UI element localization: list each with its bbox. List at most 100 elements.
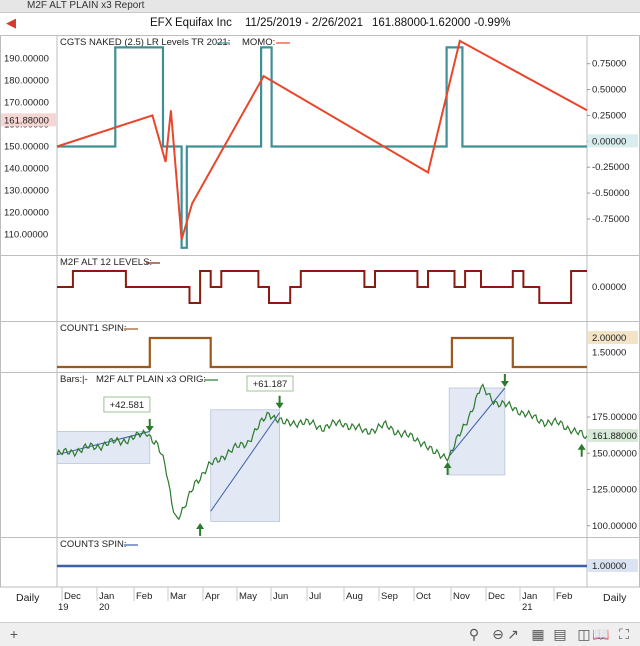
company-name: Equifax Inc (175, 17, 232, 29)
panel3-value-tag (588, 331, 638, 344)
panel3-right-tick-15: 1.50000 (592, 348, 626, 359)
date-range: 11/25/2019 - 2/26/2021 (245, 17, 364, 29)
panel-frame (0, 255, 640, 322)
panel1-teal-series (57, 46, 587, 249)
sell-arrow-head (275, 402, 284, 409)
x-axis-month: Sep (381, 591, 398, 602)
panel1-zero-tag-label: 0.00000 (592, 136, 626, 147)
panel4-price-tag-label: 161.88000 (592, 431, 637, 442)
annotation-label: +61.187 (253, 379, 288, 390)
buy-arrow-head (196, 522, 205, 529)
x-axis-year: 19 (58, 602, 69, 613)
panel1-left-tick: 140.00000 (4, 164, 49, 175)
chart-area[interactable]: CGTS NAKED (2.5) LR Levels TR 2021: MOMO:… (0, 35, 640, 622)
panel1-legend-momo: MOMO: (242, 37, 275, 48)
panel3-title: COUNT1 SPIN: (60, 323, 127, 334)
sell-arrow-head (145, 425, 154, 432)
price-change: -1.62000 (425, 17, 471, 29)
panel4-right-tick: 175.00000 (592, 412, 637, 423)
x-axis-month: Aug (346, 591, 363, 602)
panel4-right-tick: 100.00000 (592, 521, 637, 532)
expand-icon[interactable]: ⛶ (619, 626, 629, 642)
x-axis-year: 21 (522, 602, 533, 613)
zoom-icon[interactable]: ⚲ (468, 626, 480, 642)
x-axis-month: Feb (136, 591, 152, 602)
panel4-title: Bars: (60, 374, 82, 385)
ticker: EFX (150, 17, 173, 29)
x-axis-year: 20 (99, 602, 110, 613)
panel4-legend: M2F ALT PLAIN x3 ORIG: (96, 374, 206, 385)
panel4-highlight-box (448, 387, 506, 476)
bottom-toolbar: + ⚲ ⊖ ↗ ▦ ▤ ◫ 📖 ⛶ (0, 622, 640, 646)
panel1-momo-series (56, 39, 588, 240)
zoom-out-icon[interactable]: ⊖ (492, 626, 504, 642)
panel4-price-tag (588, 429, 638, 443)
panel4-highlight-box (56, 431, 151, 464)
panel3-right-tick-2: 2.00000 (592, 333, 626, 344)
panel4-price-series (56, 383, 588, 521)
right-period-button[interactable]: Daily (603, 592, 627, 604)
panel4-right-tick: 125.00000 (592, 485, 637, 496)
panel3-series (57, 336, 587, 369)
panel1-zero-tag (588, 134, 638, 148)
panel2-series (57, 270, 587, 304)
panel1-left-tick: 110.00000 (4, 230, 48, 241)
panel-frame (0, 321, 640, 373)
line-chart-icon[interactable]: ↗ (507, 626, 519, 642)
annotation-box (246, 375, 294, 392)
panel1-left-tick: 190.00000 (4, 53, 49, 64)
window-titlebar: M2F ALT PLAIN x3 Report (0, 0, 640, 13)
window-title: M2F ALT PLAIN x3 Report (27, 0, 145, 11)
x-axis-month: Nov (453, 591, 470, 602)
panel1-right-tick: -0.50000 (592, 188, 630, 199)
annotation-box (103, 396, 151, 413)
x-axis-month: Feb (556, 591, 572, 602)
panel4-right-tick: 150.00000 (592, 448, 637, 459)
panel5-right-tick: 1.00000 (592, 561, 626, 572)
x-axis-month: Dec (64, 591, 81, 602)
panel5-title: COUNT3 SPIN: (60, 539, 127, 550)
buy-arrow-head (577, 443, 586, 450)
x-axis-month: Jan (99, 591, 114, 602)
symbol-bar: ◀ EFX Equifax Inc 11/25/2019 - 2/26/2021… (0, 13, 640, 36)
panel4-trendline (448, 387, 506, 457)
book-icon[interactable]: 📖 (592, 626, 610, 642)
last-price: 161.88000 (372, 17, 427, 29)
panel5-value-tag (588, 559, 638, 572)
panel2-title: M2F ALT 12 LEVELS: (60, 257, 152, 268)
grid-icon[interactable]: ▦ (531, 626, 545, 642)
panel4-highlight-box (210, 409, 280, 522)
sell-arrow-head (500, 381, 509, 387)
layout-icon[interactable]: ◫ (577, 626, 591, 642)
panel1-right-tick: -0.75000 (592, 214, 630, 225)
panel1-right-tick: -0.25000 (592, 162, 630, 173)
buy-arrow-head (443, 462, 452, 469)
x-axis-month: Jan (522, 591, 537, 602)
add-icon[interactable]: + (9, 626, 19, 642)
x-axis-month: Oct (416, 591, 431, 602)
panel1-left-tick: 180.00000 (4, 75, 49, 86)
x-axis-month: Dec (488, 591, 505, 602)
x-axis-month: Mar (170, 591, 186, 602)
panel1-right-tick: 0.50000 (592, 85, 626, 96)
back-arrow-icon[interactable]: ◀ (6, 15, 16, 30)
panel1-left-tick: 150.00000 (4, 142, 49, 153)
x-axis-month: Jul (309, 591, 321, 602)
x-axis-month: May (239, 591, 257, 602)
x-axis-area (0, 587, 640, 622)
x-axis-month: Jun (273, 591, 288, 602)
price-change-pct: -0.99% (474, 17, 511, 29)
panel1-right-tick: 0.75000 (592, 59, 626, 70)
panel1-left-tick: 170.00000 (4, 97, 49, 108)
panel1-right-tick: 0.25000 (592, 110, 626, 121)
left-period-button[interactable]: Daily (16, 592, 40, 604)
annotation-label: +42.581 (110, 400, 145, 411)
panel1-price-tag (1, 113, 56, 127)
panel2-right-tick: 0.00000 (592, 282, 626, 293)
panel1-price-tag-label: 161.88000 (4, 115, 49, 126)
panel-icon[interactable]: ▤ (553, 626, 567, 642)
panel4-trendline (210, 412, 281, 512)
panel1-title: CGTS NAKED (2.5) LR Levels TR 2021: (60, 37, 230, 48)
panel1-left-tick: 120.00000 (4, 208, 49, 219)
panel1-left-tick: 130.00000 (4, 186, 49, 197)
